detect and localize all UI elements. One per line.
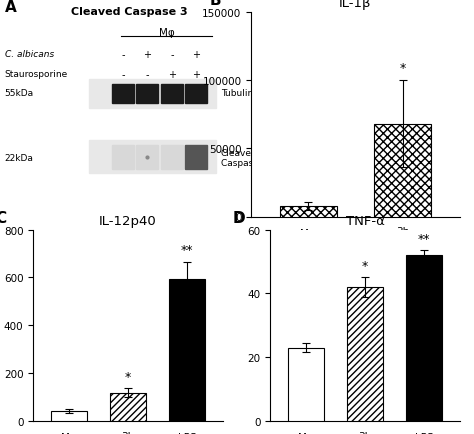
Text: Mφ: Mφ	[61, 432, 77, 434]
Bar	[90, 141, 216, 174]
Text: LPS: LPS	[415, 432, 434, 434]
Text: -: -	[170, 50, 173, 60]
Bar	[406, 256, 442, 421]
Bar	[374, 125, 431, 217]
Bar	[347, 287, 383, 421]
Text: *: *	[400, 62, 406, 75]
Text: +: +	[192, 50, 201, 60]
Bar	[161, 145, 183, 169]
Text: (MOI 1): (MOI 1)	[384, 253, 422, 263]
Text: D: D	[232, 211, 245, 226]
Text: 22kDa: 22kDa	[5, 154, 34, 163]
Text: C. albicans: C. albicans	[5, 50, 54, 59]
Bar	[112, 145, 134, 169]
Title: IL-1β: IL-1β	[339, 0, 372, 10]
Text: **: **	[418, 232, 430, 245]
Title: IL-12p40: IL-12p40	[99, 214, 157, 227]
Bar	[185, 85, 208, 104]
Text: Mφ: Mφ	[300, 228, 316, 238]
Bar	[288, 348, 323, 421]
Text: Mφ: Mφ	[159, 28, 175, 38]
Text: *: *	[362, 259, 368, 272]
Bar	[161, 85, 183, 104]
Text: A: A	[5, 0, 17, 15]
Text: +: +	[143, 50, 151, 60]
Text: **: **	[181, 243, 193, 256]
Bar	[112, 85, 134, 104]
Text: C: C	[0, 211, 6, 226]
Text: Mφ: Mφ	[298, 432, 314, 434]
Text: LPS: LPS	[178, 432, 197, 434]
Text: B: B	[210, 0, 221, 7]
Bar	[110, 393, 146, 421]
Text: 3h: 3h	[121, 431, 135, 434]
Text: +: +	[192, 69, 201, 79]
Bar	[136, 145, 158, 169]
Bar	[169, 279, 205, 421]
Bar	[136, 85, 158, 104]
Text: -: -	[146, 69, 149, 79]
Text: 3h: 3h	[358, 431, 372, 434]
Text: -: -	[121, 69, 125, 79]
Bar	[90, 80, 216, 108]
Text: -: -	[121, 50, 125, 60]
Text: Cleaved
Caspase 3: Cleaved Caspase 3	[221, 149, 267, 168]
Bar	[51, 411, 86, 421]
Text: Mφ + C. albicans: Mφ + C. albicans	[359, 239, 447, 249]
Text: 55kDa: 55kDa	[5, 89, 34, 98]
Text: 3h: 3h	[396, 227, 410, 237]
Text: *: *	[125, 370, 131, 383]
Text: Tubulin: Tubulin	[221, 89, 253, 98]
Text: Cleaved Caspase 3: Cleaved Caspase 3	[71, 7, 188, 16]
Text: +: +	[168, 69, 176, 79]
Bar	[185, 145, 208, 169]
Text: Staurosporine: Staurosporine	[5, 69, 68, 79]
Title: TNF-α: TNF-α	[346, 214, 384, 227]
Bar	[280, 206, 337, 217]
